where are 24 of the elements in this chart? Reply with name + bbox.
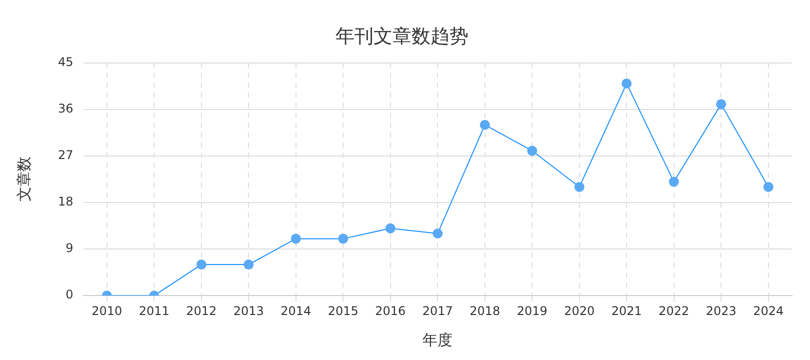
y-tick-label: 45 xyxy=(58,54,74,69)
x-tick-label: 2020 xyxy=(564,304,595,318)
x-axis-title: 年度 xyxy=(422,330,453,349)
x-tick-label: 2012 xyxy=(186,304,217,318)
x-tick-label: 2015 xyxy=(328,304,358,318)
chart-title: 年刊文章数趋势 xyxy=(336,25,468,48)
x-tick-label: 2014 xyxy=(280,304,312,318)
x-tick-label: 2017 xyxy=(422,304,453,318)
y-tick-label: 9 xyxy=(66,241,74,256)
x-tick-label: 2013 xyxy=(233,304,264,318)
x-tick-label: 2011 xyxy=(138,304,170,318)
y-tick-label: 18 xyxy=(58,194,74,209)
y-axis-title: 文章数 xyxy=(14,156,33,202)
x-tick-label: 2021 xyxy=(611,304,642,318)
y-tick-label: 0 xyxy=(66,288,74,302)
x-tick-label: 2024 xyxy=(753,304,784,318)
y-tick-label: 27 xyxy=(58,148,74,162)
x-tick-label: 2022 xyxy=(658,304,690,318)
x-tick-label: 2023 xyxy=(706,304,736,318)
x-tick-label: 2018 xyxy=(470,304,500,318)
y-tick-label: 36 xyxy=(58,101,74,116)
x-tick-label: 2016 xyxy=(375,304,406,318)
x-tick-label: 2010 xyxy=(92,304,122,318)
x-tick-label: 2019 xyxy=(516,304,548,318)
